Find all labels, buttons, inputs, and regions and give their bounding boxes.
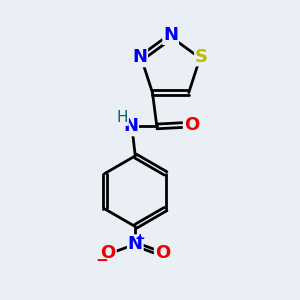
Text: S: S xyxy=(195,47,208,65)
Text: O: O xyxy=(100,244,116,262)
Text: N: N xyxy=(123,117,138,135)
Text: N: N xyxy=(132,48,147,66)
Text: N: N xyxy=(128,235,143,253)
Text: O: O xyxy=(155,244,170,262)
Text: +: + xyxy=(135,232,146,245)
Text: H: H xyxy=(117,110,128,125)
Text: O: O xyxy=(184,116,199,134)
Text: N: N xyxy=(163,26,178,44)
Text: −: − xyxy=(95,253,108,268)
